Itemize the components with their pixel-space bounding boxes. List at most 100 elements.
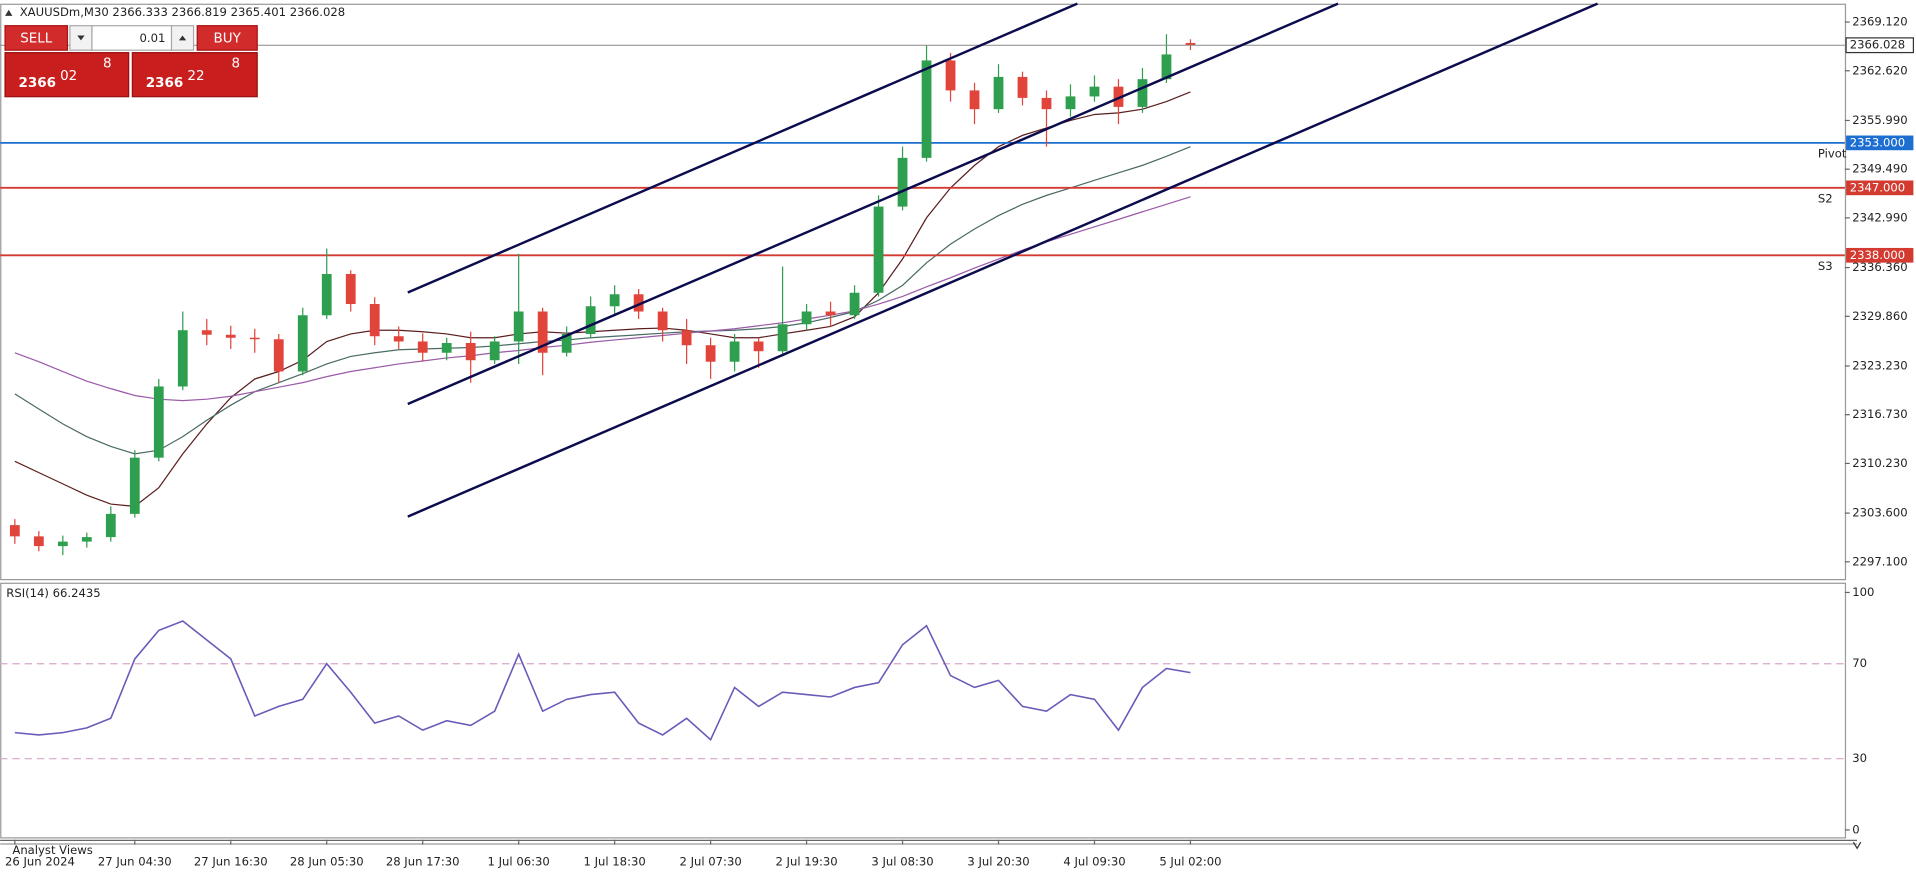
y-tick-label: 2310.230 — [1852, 456, 1907, 470]
sell-label[interactable]: SELL — [20, 32, 53, 47]
candle-body — [873, 206, 884, 293]
candle-body — [201, 330, 212, 335]
candle-body — [1089, 86, 1100, 97]
candle-body — [777, 324, 788, 352]
candle-body — [81, 537, 92, 542]
buy-label[interactable]: BUY — [214, 32, 242, 47]
channel-line — [407, 2, 1599, 518]
channel-line — [407, 2, 1339, 406]
candle-body — [321, 274, 332, 316]
y-tick-label: 2297.100 — [1852, 554, 1907, 568]
trade-panel: SELL 0.01 BUY 2366 02 8 2366 22 8 — [4, 25, 258, 98]
candle-body — [993, 76, 1004, 110]
y-tick-label: 2329.860 — [1852, 309, 1907, 323]
candle-body — [129, 457, 140, 514]
x-tick-label: 1 Jul 06:30 — [488, 854, 550, 868]
candle-body — [441, 342, 452, 353]
candle-body — [1017, 76, 1028, 98]
ohlc-low: 2365.401 — [231, 5, 286, 19]
candle-body — [273, 339, 284, 372]
candle-body — [945, 60, 956, 91]
y-tick-label: 2369.120 — [1852, 15, 1907, 29]
candle-body — [225, 334, 236, 338]
candle-body — [609, 294, 620, 307]
sell-price-main: 2366 — [19, 76, 56, 91]
collapse-icon[interactable] — [5, 9, 13, 16]
analyst-tab[interactable]: Analyst Views — [12, 843, 92, 857]
symbol: XAUUSDm,M30 — [20, 5, 109, 19]
level-tag-label: 2347.000 — [1850, 180, 1905, 194]
y-tick-label: 0 — [1852, 822, 1859, 836]
candle-body — [177, 330, 188, 387]
y-tick-label: 100 — [1852, 585, 1874, 599]
level-tag-label: 2338.000 — [1850, 248, 1905, 262]
level-tag-label: 2353.000 — [1850, 135, 1905, 149]
x-tick-label: 2 Jul 07:30 — [679, 854, 741, 868]
candle-body — [1065, 96, 1076, 110]
candle-body — [105, 513, 116, 538]
candle-body — [633, 294, 644, 312]
y-tick-label: 2355.990 — [1852, 113, 1907, 127]
channel-line — [407, 2, 1078, 294]
ohlc-open: 2366.333 — [112, 5, 167, 19]
moving-average — [14, 91, 1191, 508]
sell-price-box[interactable] — [4, 52, 130, 98]
candle-body — [753, 341, 764, 352]
trend-channel — [407, 2, 1599, 518]
candle-body — [369, 304, 380, 337]
candle-body — [657, 311, 668, 331]
candle-body — [489, 341, 500, 361]
ohlc-close: 2366.028 — [290, 5, 345, 19]
candle-body — [729, 341, 740, 362]
sell-button[interactable] — [4, 25, 69, 51]
candle-body — [297, 315, 308, 372]
candle-body — [417, 341, 428, 353]
buy-price-main: 2366 — [146, 76, 183, 91]
candle-body — [1113, 86, 1124, 107]
rsi-line — [14, 620, 1191, 742]
current-price-label: 2366.028 — [1850, 38, 1905, 52]
y-tick-label: 2342.990 — [1852, 210, 1907, 224]
up-arrow — [178, 35, 187, 41]
y-tick-label: 2303.600 — [1852, 506, 1907, 520]
moving-average — [14, 146, 1191, 455]
candle-body — [849, 292, 860, 316]
level-tag — [1846, 247, 1914, 263]
level-tag — [1846, 180, 1914, 196]
candle-body — [9, 525, 20, 537]
sell-price-big: 02 — [60, 69, 77, 84]
candle-body — [537, 311, 548, 353]
chart-header: XAUUSDm,M30 2366.333 2366.819 2365.401 2… — [20, 5, 345, 19]
candle-body — [33, 536, 44, 547]
candle-body — [561, 333, 572, 353]
level-name: S3 — [1818, 259, 1833, 273]
x-tick-label: 27 Jun 04:30 — [98, 854, 172, 868]
candle-body — [1137, 79, 1148, 107]
buy-price-box[interactable] — [131, 52, 258, 98]
candle-body — [1041, 97, 1052, 110]
candle-body — [513, 311, 524, 342]
dropdown-arrow — [77, 35, 85, 41]
level-tag — [1846, 135, 1914, 151]
candle-body — [969, 90, 980, 110]
volume-value[interactable]: 0.01 — [140, 31, 166, 45]
candle-body — [825, 311, 836, 316]
buy-price-big: 22 — [187, 69, 204, 84]
y-tick-label: 2349.490 — [1852, 162, 1907, 176]
scroll-arrow[interactable] — [1852, 841, 1862, 850]
candle-body — [897, 157, 908, 207]
candle-body — [585, 306, 596, 334]
candle-body — [249, 337, 260, 340]
y-tick-label: 2316.730 — [1852, 407, 1907, 421]
rsi-title: RSI(14) 66.2435 — [6, 586, 100, 600]
y-tick-label: 2362.620 — [1852, 63, 1907, 77]
candle-body — [705, 345, 716, 362]
y-tick-label: 70 — [1852, 656, 1867, 670]
x-tick-label: 28 Jun 05:30 — [290, 854, 364, 868]
x-tick-label: 2 Jul 19:30 — [775, 854, 837, 868]
x-tick-label: 3 Jul 20:30 — [967, 854, 1029, 868]
buy-price-sup: 8 — [232, 57, 241, 72]
buy-button[interactable] — [196, 25, 258, 51]
candle-body — [153, 386, 164, 458]
